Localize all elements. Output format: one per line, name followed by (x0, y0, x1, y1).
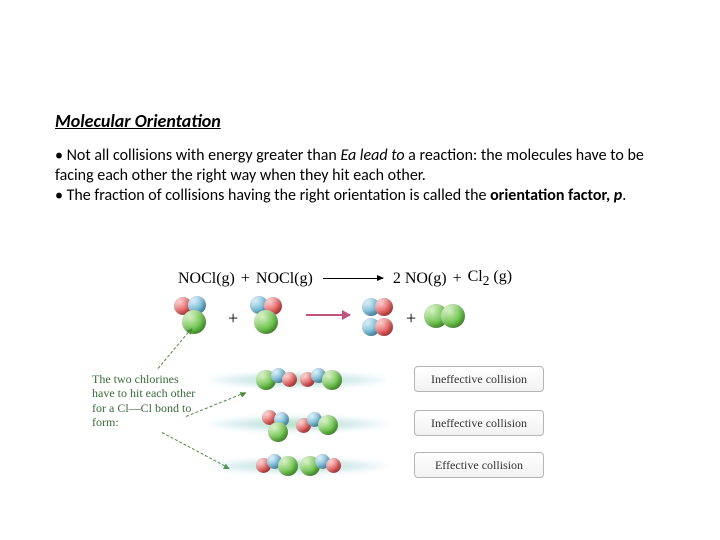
bullet-1-pre: • Not all collisions with energy greater… (55, 146, 340, 165)
motion-blur-icon (208, 458, 388, 474)
collision-label-3: Effective collision (414, 452, 544, 478)
chlorine-atom-icon (318, 415, 338, 435)
slide: Molecular Orientation • Not all collisio… (0, 0, 720, 540)
oxygen-atom-icon (326, 458, 341, 473)
bullet-2-strong-em: p (614, 186, 622, 205)
eq-plus-2: + (453, 270, 462, 288)
bullet-2-strong: orientation factor, p (490, 186, 622, 205)
oxygen-atom-icon (375, 298, 393, 316)
collision-row-2 (208, 408, 388, 438)
chlorine-atom-icon (268, 422, 288, 442)
chlorine-atom-icon (441, 304, 465, 328)
oxygen-atom-icon (282, 372, 297, 387)
chemical-equation: NOCl(g) + NOCl(g) 2 NO(g) + Cl2 (g) (178, 268, 512, 289)
eq-plus-1: + (241, 270, 250, 288)
bullet-2: • The fraction of collisions having the … (55, 186, 626, 205)
bullet-2-post: . (622, 186, 626, 205)
oxygen-atom-icon (375, 318, 393, 336)
molecule-arrow-icon (306, 314, 350, 316)
reaction-diagram: NOCl(g) + NOCl(g) 2 NO(g) + Cl2 (g) + (96, 268, 636, 518)
bullet-1-em: Ea lead to (340, 146, 404, 165)
collision-label-2: Ineffective collision (414, 410, 544, 436)
chlorine-atom-icon (254, 310, 278, 334)
reaction-arrow-icon (323, 278, 383, 279)
collision-row-1 (208, 364, 388, 394)
eq-reactant-2: NOCl(g) (256, 270, 313, 288)
eq-product-2: Cl2 (g) (468, 268, 512, 289)
collision-label-1: Ineffective collision (414, 366, 544, 392)
motion-blur-icon (208, 372, 388, 388)
eq-product-1: 2 NO(g) (393, 270, 447, 288)
collision-row-3 (208, 450, 388, 480)
molecule-plus-2: + (406, 308, 416, 329)
bullet-2-pre: • The fraction of collisions having the … (55, 186, 490, 205)
chlorine-atom-icon (322, 370, 342, 390)
bullet-1: • Not all collisions with energy greater… (55, 146, 644, 185)
chlorine-atom-icon (278, 456, 298, 476)
reactant-molecule-2 (248, 296, 292, 336)
body-text: • Not all collisions with energy greater… (55, 146, 665, 206)
section-heading: Molecular Orientation (55, 110, 665, 132)
molecule-plus-1: + (228, 308, 238, 329)
eq-reactant-1: NOCl(g) (178, 270, 235, 288)
annotation-text: The two chlorines have to hit each other… (92, 372, 198, 430)
